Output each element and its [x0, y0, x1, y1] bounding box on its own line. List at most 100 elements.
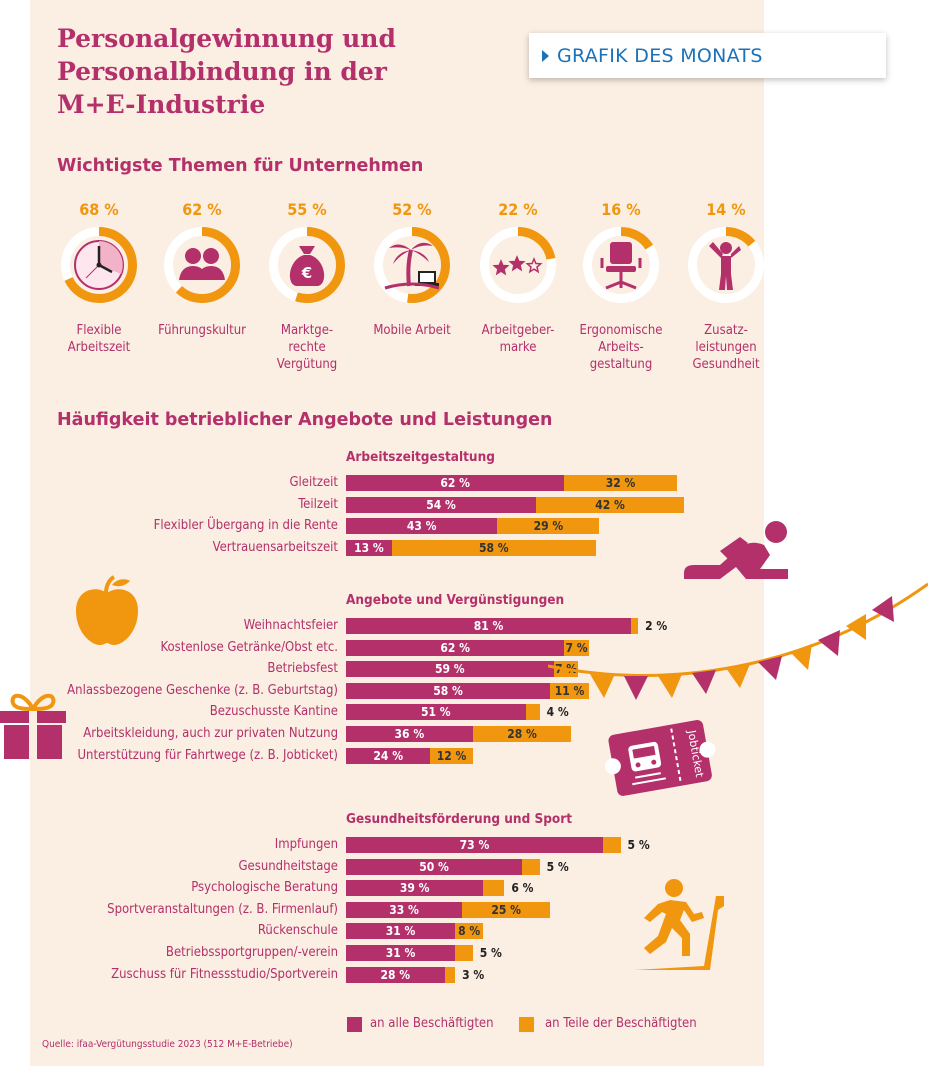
theme-label-line: Marktge-: [280, 323, 334, 338]
bar-row-label: Gesundheitstage: [238, 859, 338, 874]
legend-label-all: an alle Beschäftigten: [370, 1016, 494, 1031]
bar-row-label: Impfungen: [274, 837, 338, 852]
theme-label-line: Arbeitszeit: [67, 340, 131, 355]
bar-row: Teilzeit 54 % 42 %: [0, 496, 928, 514]
bar-row-label: Betriebssportgruppen/-verein: [165, 945, 338, 960]
bar-row: Zuschuss für Fitnessstudio/Sportverein 28…: [0, 966, 928, 984]
bar-group-title: Angebote und Vergünstigungen: [346, 592, 565, 608]
bar-segment-all: 31 %: [346, 945, 456, 961]
theme-label-line: marke: [499, 340, 537, 355]
stars-icon: [492, 255, 543, 276]
legend-swatch-part: [519, 1017, 534, 1032]
bar-row-label: Flexibler Übergang in die Rente: [153, 518, 338, 533]
bar-segment-part: 25 %: [462, 902, 551, 918]
bar-segment-all: 51 %: [346, 704, 526, 720]
theme-percent: 55 %: [287, 200, 327, 219]
bar-segment-all: 81 %: [346, 618, 632, 634]
bar-part-value-label: 2 %: [645, 619, 668, 633]
money-bag-icon: €: [289, 246, 325, 286]
donut-ring: [164, 227, 240, 303]
bar-row-label: Vertrauensarbeitszeit: [212, 540, 338, 555]
theme-label-line: Gesundheit: [692, 357, 760, 372]
bar-segment-part: 58 %: [391, 540, 596, 556]
bar-row-label: Teilzeit: [298, 497, 338, 512]
stretching-person-icon: [709, 242, 741, 290]
bar-row: Unterstützung für Fahrtwege (z. B. Jobti…: [0, 747, 928, 765]
theme-label-line: Arbeitgeber-: [481, 323, 555, 338]
theme-label: Ergonomische Arbeits-gestaltung: [566, 322, 676, 373]
bar-segment-part: [602, 837, 621, 853]
donut-ring: [480, 227, 556, 303]
bar-row-label: Psychologische Beratung: [191, 880, 338, 895]
bar-row: Impfungen 73 % 5 %: [0, 836, 928, 854]
theme-label: Arbeitgeber-marke: [463, 322, 573, 356]
donut-ring: [374, 227, 450, 303]
title-line: M+E-Industrie: [57, 90, 266, 119]
theme-percent: 22 %: [498, 200, 538, 219]
legend-label-part: an Teile der Beschäftigten: [545, 1016, 697, 1031]
bar-segment-all: 54 %: [346, 497, 537, 513]
bar-segment-part: 32 %: [564, 475, 677, 491]
theme-label-line: leistungen: [695, 340, 757, 355]
office-chair-icon: [600, 242, 642, 290]
triangle-right-icon: [542, 49, 549, 62]
bar-row-label: Unterstützung für Fahrtwege (z. B. Jobti…: [77, 748, 338, 763]
legend-swatch-all: [347, 1017, 362, 1032]
bar-segment-part: [483, 880, 505, 896]
bar-part-value-label: 4 %: [546, 705, 569, 719]
theme-percent: 52 %: [392, 200, 432, 219]
theme-label-line: gestaltung: [589, 357, 653, 372]
bar-row-label: Gleitzeit: [289, 475, 338, 490]
bar-row-label: Zuschuss für Fitnessstudio/Sportverein: [111, 967, 338, 982]
theme-percent: 68 %: [79, 200, 119, 219]
theme-label: Marktge-rechte Vergütung: [252, 322, 362, 373]
donut-ring: [688, 227, 764, 303]
page-title: Personalgewinnung und Personalbindung in…: [57, 22, 497, 121]
bar-segment-part: 29 %: [497, 518, 600, 534]
bar-part-value-label: 3 %: [462, 968, 485, 982]
bar-row: Weihnachtsfeier 81 % 2 %: [0, 617, 928, 635]
bar-segment-all: 28 %: [346, 967, 445, 983]
donut-arc: [164, 227, 240, 303]
bar-row-label: Betriebsfest: [267, 661, 338, 676]
bar-row: Vertrauensarbeitszeit 13 % 58 %: [0, 539, 928, 557]
donut-arc: [374, 227, 450, 303]
bar-segment-all: 50 %: [346, 859, 522, 875]
donut-arc: [688, 227, 764, 303]
bar-segment-all: 33 %: [346, 902, 463, 918]
bar-segment-part: 7 %: [564, 640, 589, 656]
donut-arc: [61, 227, 137, 303]
people-icon: [179, 248, 225, 280]
bar-row: Psychologische Beratung 39 % 6 %: [0, 879, 928, 897]
bar-row: Bezuschusste Kantine 51 % 4 %: [0, 703, 928, 721]
donut-ring: €: [269, 227, 345, 303]
theme-percent: 14 %: [706, 200, 746, 219]
bar-segment-all: 43 %: [346, 518, 498, 534]
theme-label-line: Mobile Arbeit: [373, 323, 451, 338]
theme-percent: 16 %: [601, 200, 641, 219]
theme-label: Führungskultur: [147, 322, 257, 339]
bar-segment-part: [631, 618, 639, 634]
bar-row-label: Bezuschusste Kantine: [209, 704, 338, 719]
theme-label: Flexible Arbeitszeit: [44, 322, 154, 356]
bar-segment-all: 13 %: [346, 540, 392, 556]
apple-icon: [76, 575, 138, 645]
bar-row-label: Rückenschule: [257, 923, 338, 938]
title-line: Personalbindung in der: [57, 57, 387, 86]
bar-row-label: Sportveranstaltungen (z. B. Firmenlauf): [107, 902, 338, 917]
theme-label: Mobile Arbeit: [357, 322, 467, 339]
bar-row: Flexibler Übergang in die Rente 43 % 29 %: [0, 517, 928, 535]
bar-segment-all: 62 %: [346, 640, 565, 656]
bar-segment-part: [525, 704, 540, 720]
clock-icon: [74, 240, 124, 290]
bar-row-label: Kostenlose Getränke/Obst etc.: [160, 640, 339, 655]
theme-label-line: Ergonomische: [579, 323, 663, 338]
source-note: Quelle: ifaa-Vergütungsstudie 2023 (512 …: [42, 1039, 293, 1050]
bar-row: Rückenschule 31 % 8 %: [0, 922, 928, 940]
theme-label: Zusatz-leistungen Gesundheit: [671, 322, 781, 373]
palm-laptop-icon: [384, 242, 440, 290]
grafik-des-monats-badge: GRAFIK DES MONATS: [529, 33, 886, 78]
theme-label-line: Arbeits-: [598, 340, 644, 355]
theme-percent: 62 %: [182, 200, 222, 219]
bar-row: Anlassbezogene Geschenke (z. B. Geburtst…: [0, 682, 928, 700]
